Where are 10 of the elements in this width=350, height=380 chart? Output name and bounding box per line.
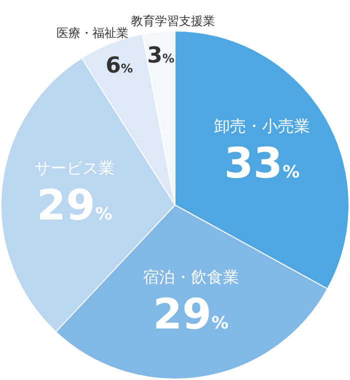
slice-label: 卸売・小売業: [214, 116, 310, 136]
slice-label: サービス業: [34, 158, 115, 178]
data-label: 33%: [224, 138, 300, 188]
slice-label: 教育学習支援業: [130, 14, 215, 28]
slice-label: 宿泊・飲食業: [142, 268, 239, 287]
data-label: 29%: [153, 290, 229, 339]
data-label: 3%: [147, 43, 174, 68]
slice-label: 医療・福祉業: [56, 26, 128, 40]
data-label: 6%: [106, 53, 133, 78]
data-label: 29%: [36, 180, 112, 230]
